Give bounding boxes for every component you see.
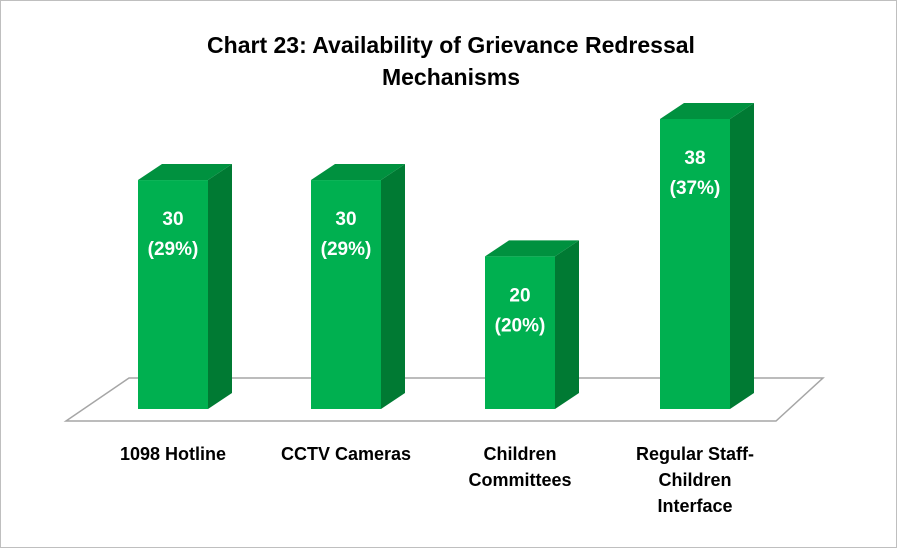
bar-top	[660, 103, 754, 119]
x-tick-label: Regular Staff-Children Interface	[635, 444, 754, 516]
bar-top	[311, 164, 405, 181]
percent-label: (20%)	[495, 315, 546, 336]
percent-label: (37%)	[670, 178, 721, 199]
value-label: 38	[684, 148, 705, 169]
floor	[63, 377, 825, 422]
bar-top	[485, 240, 579, 257]
value-label: 20	[509, 285, 530, 306]
x-tick-label: 1098 Hotline	[119, 444, 227, 464]
bar-side	[381, 164, 405, 409]
x-tick-label: CCTV Cameras	[280, 444, 412, 464]
bar	[311, 180, 381, 409]
bar	[138, 180, 208, 409]
bar	[485, 256, 555, 409]
chart-title: Chart 23: Availability of Grievance Redr…	[207, 32, 695, 90]
percent-label: (29%)	[148, 239, 199, 260]
value-label: 30	[162, 209, 183, 230]
bar-top	[138, 164, 232, 181]
percent-label: (29%)	[321, 239, 372, 260]
bar	[660, 119, 730, 409]
bar-side	[555, 240, 579, 409]
value-label: 30	[335, 209, 356, 230]
bar-side	[208, 164, 232, 409]
bar-side	[730, 103, 754, 409]
x-tick-label: Children Committees	[468, 444, 572, 490]
